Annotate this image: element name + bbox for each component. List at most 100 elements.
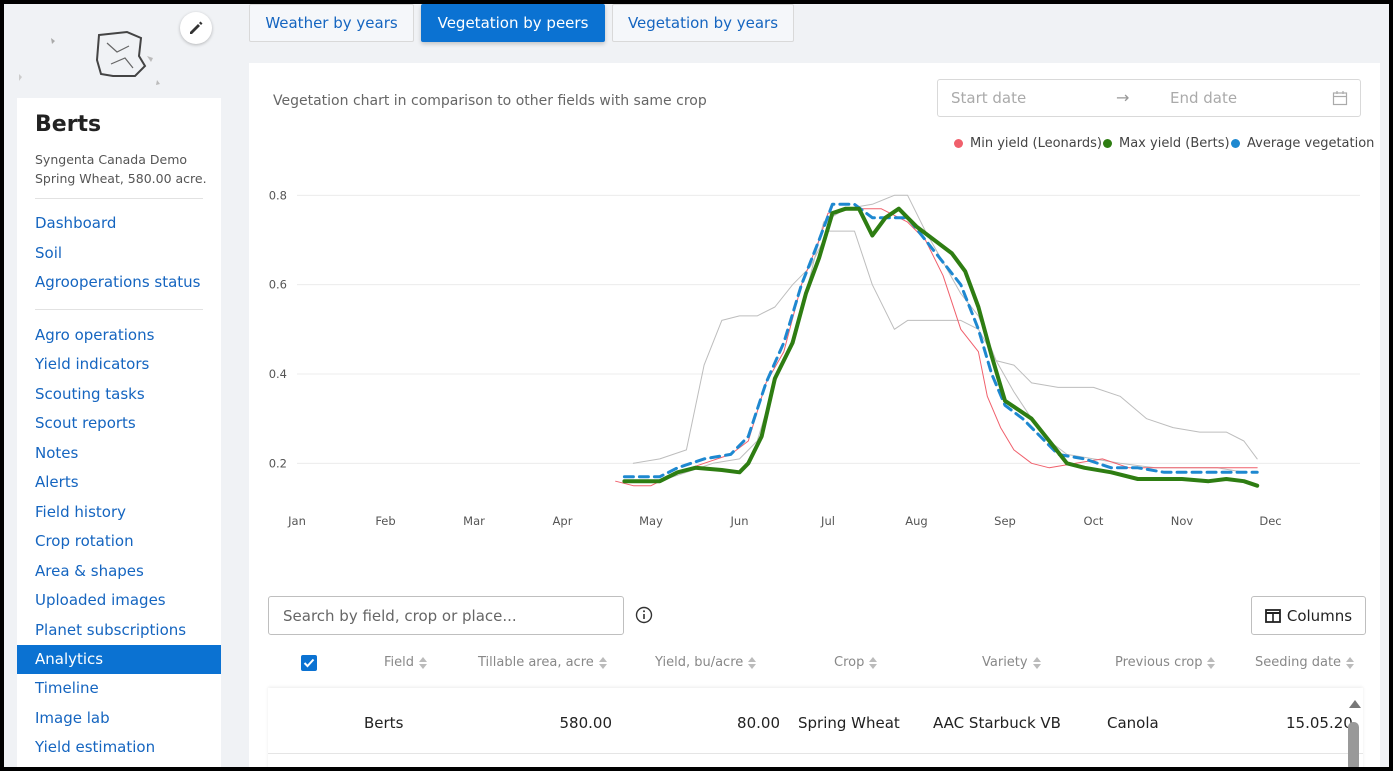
series-line-peer-field — [632, 194, 1245, 482]
sidebar-item-uploaded-images[interactable]: Uploaded images — [35, 591, 166, 610]
header-label: Previous crop — [1115, 655, 1203, 670]
series-line-peer-field — [632, 230, 1258, 464]
column-header-crop[interactable]: Crop — [834, 655, 878, 670]
sidebar-item-analytics[interactable]: Analytics — [17, 644, 221, 674]
cell-seeding-date: 15.05.20 — [1286, 714, 1353, 732]
field-thumbnail — [17, 8, 221, 98]
date-range-picker[interactable]: Start date → End date — [937, 79, 1361, 117]
sidebar-item-crop-rotation[interactable]: Crop rotation — [35, 532, 134, 551]
x-tick-label: Aug — [905, 514, 927, 528]
tab-weather-by-years[interactable]: Weather by years — [249, 4, 414, 42]
sidebar-item-scout-reports[interactable]: Scout reports — [35, 414, 136, 433]
column-header-yield[interactable]: Yield, bu/acre — [655, 655, 757, 670]
header-label: Crop — [834, 655, 865, 670]
search-input[interactable] — [268, 596, 624, 635]
legend-label: Min yield (Leonards) — [970, 136, 1102, 151]
sort-icon[interactable] — [598, 656, 607, 669]
vegetation-chart: 0.2 0.4 0.6 0.8 Jan Feb Mar Apr May Jun Jul Aug Sep O… — [269, 188, 1360, 528]
cell-crop: Spring Wheat — [798, 714, 900, 732]
sidebar-item-yield-indicators[interactable]: Yield indicators — [35, 355, 150, 374]
y-tick-label: 0.4 — [269, 367, 287, 381]
sort-icon[interactable] — [1346, 656, 1355, 669]
end-date-input[interactable]: End date — [1170, 89, 1238, 107]
legend-item-max-yield[interactable]: Max yield (Berts) — [1103, 136, 1230, 151]
sidebar: Berts Syngenta Canada Demo Spring Wheat,… — [17, 98, 221, 771]
y-tick-label: 0.8 — [269, 188, 287, 202]
cell-yield: 80.00 — [737, 714, 780, 732]
calendar-icon — [1332, 90, 1348, 110]
legend-dot — [1231, 139, 1240, 148]
edit-field-button[interactable] — [180, 12, 212, 44]
columns-label: Columns — [1286, 606, 1353, 625]
sidebar-item-image-lab[interactable]: Image lab — [35, 708, 110, 727]
cell-field: Berts — [364, 714, 404, 732]
x-tick-label: Feb — [375, 514, 395, 528]
sidebar-item-agrooperations-status[interactable]: Agrooperations status — [35, 273, 201, 291]
sidebar-divider — [35, 198, 203, 199]
cell-tillable-area: 580.00 — [559, 714, 613, 732]
checkmark-icon — [303, 658, 315, 668]
chart-description: Vegetation chart in comparison to other … — [273, 93, 707, 109]
x-tick-label: Jan — [287, 514, 306, 528]
field-details: Syngenta Canada Demo Spring Wheat, 580.0… — [35, 150, 207, 188]
scroll-up-arrow-icon[interactable] — [1349, 700, 1361, 708]
sort-icon[interactable] — [419, 656, 428, 669]
sidebar-item-soil[interactable]: Soil — [35, 243, 63, 262]
sort-icon[interactable] — [1032, 656, 1041, 669]
sort-icon[interactable] — [1207, 656, 1216, 669]
crop-info: Spring Wheat, 580.00 acre. — [35, 171, 207, 186]
series-line-max-yield-berts — [622, 206, 1260, 488]
field-shape-icon — [19, 30, 160, 85]
x-tick-label: May — [639, 514, 663, 528]
sidebar-item-dashboard[interactable]: Dashboard — [35, 214, 117, 232]
arrow-right-icon: → — [1116, 88, 1130, 107]
y-tick-label: 0.2 — [269, 456, 287, 470]
info-icon[interactable] — [635, 606, 653, 628]
table-body: Berts 580.00 80.00 Spring Wheat AAC Star… — [268, 688, 1363, 771]
sidebar-item-alerts[interactable]: Alerts — [35, 473, 79, 492]
sidebar-item-planet-subscriptions[interactable]: Planet subscriptions — [35, 620, 187, 639]
x-tick-label: Jun — [730, 514, 749, 528]
cell-previous-crop: Canola — [1107, 714, 1159, 732]
tab-vegetation-by-years[interactable]: Vegetation by years — [612, 4, 794, 42]
sort-icon[interactable] — [748, 656, 757, 669]
columns-button[interactable]: Columns — [1251, 596, 1366, 635]
sidebar-item-timeline[interactable]: Timeline — [35, 679, 99, 698]
column-header-previous-crop[interactable]: Previous crop — [1115, 655, 1216, 670]
header-label: Yield, bu/acre — [655, 655, 744, 670]
legend-item-min-yield[interactable]: Min yield (Leonards) — [954, 136, 1102, 151]
sidebar-item-field-history[interactable]: Field history — [35, 502, 126, 521]
sidebar-item-notes[interactable]: Notes — [35, 443, 79, 462]
legend-dot — [1103, 139, 1112, 148]
x-tick-label: Oct — [1084, 514, 1104, 528]
sidebar-divider — [35, 309, 203, 310]
x-tick-label: Mar — [463, 514, 485, 528]
column-header-field[interactable]: Field — [384, 655, 428, 670]
legend-label: Average vegetation — [1247, 136, 1375, 151]
select-all-checkbox[interactable] — [301, 655, 317, 671]
tab-vegetation-by-peers[interactable]: Vegetation by peers — [421, 4, 605, 42]
column-header-variety[interactable]: Variety — [982, 655, 1041, 670]
x-tick-label: Jul — [820, 514, 835, 528]
x-tick-label: Dec — [1259, 514, 1281, 528]
column-header-seeding-date[interactable]: Seeding date — [1255, 655, 1355, 670]
sidebar-item-area-shapes[interactable]: Area & shapes — [35, 561, 144, 580]
column-header-tillable-area[interactable]: Tillable area, acre — [478, 655, 607, 670]
header-label: Variety — [982, 655, 1028, 670]
header-label: Field — [384, 655, 415, 670]
columns-icon — [1264, 608, 1281, 623]
x-tick-label: Sep — [994, 514, 1016, 528]
header-label: Tillable area, acre — [478, 655, 594, 670]
cell-variety: AAC Starbuck VB — [933, 714, 1061, 732]
start-date-input[interactable]: Start date — [951, 89, 1027, 107]
sidebar-item-agro-operations[interactable]: Agro operations — [35, 326, 155, 344]
y-tick-label: 0.6 — [269, 278, 287, 292]
sort-icon[interactable] — [869, 656, 878, 669]
x-tick-label: Apr — [553, 514, 573, 528]
x-tick-label: Nov — [1171, 514, 1194, 528]
scrollbar-thumb[interactable] — [1348, 722, 1359, 771]
legend-item-average-vegetation[interactable]: Average vegetation — [1231, 136, 1374, 151]
legend-dot — [954, 139, 963, 148]
sidebar-item-yield-estimation[interactable]: Yield estimation — [35, 738, 156, 757]
sidebar-item-scouting-tasks[interactable]: Scouting tasks — [35, 384, 145, 403]
